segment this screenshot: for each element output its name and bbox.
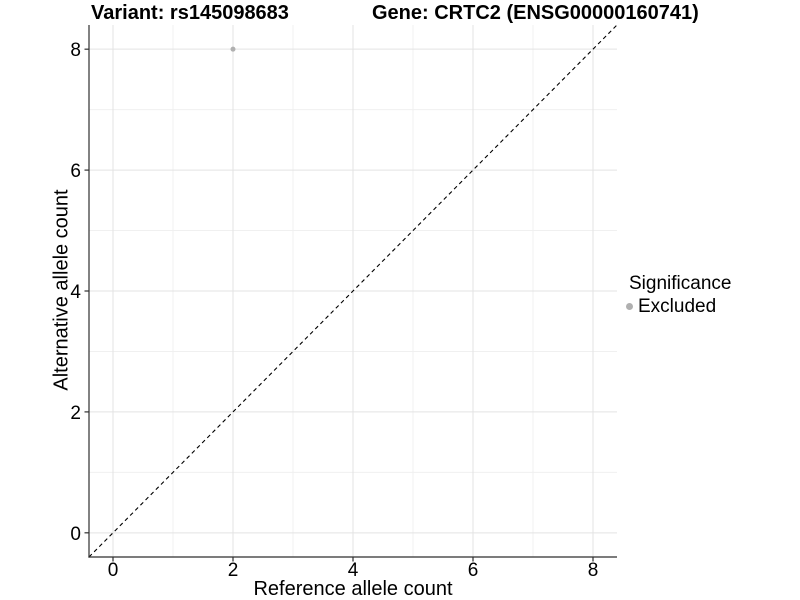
x-axis-title: Reference allele count xyxy=(253,578,453,600)
legend-key-dot xyxy=(626,303,633,310)
identity-line xyxy=(88,24,618,558)
x-tick-label: 2 xyxy=(228,560,239,581)
legend-item-excluded: Excluded xyxy=(626,296,731,317)
legend-title: Significance xyxy=(629,273,732,294)
y-axis-title: Alternative allele count xyxy=(50,189,73,391)
y-tick-label: 8 xyxy=(70,40,81,61)
data-point xyxy=(230,46,236,52)
plot-title-gene: Gene: CRTC2 (ENSG00000160741) xyxy=(372,2,699,24)
y-tick-label: 2 xyxy=(70,403,81,424)
y-tick-label: 4 xyxy=(70,282,81,303)
legend: Significance Excluded xyxy=(626,273,732,317)
y-tick-label: 0 xyxy=(70,524,81,545)
x-tick-label: 0 xyxy=(108,560,119,581)
plot-title-variant: Variant: rs145098683 xyxy=(91,2,289,24)
legend-item-label: Excluded xyxy=(638,296,717,317)
x-tick-label: 4 xyxy=(348,560,359,581)
y-tick-label: 6 xyxy=(70,161,81,182)
x-tick-label: 8 xyxy=(588,560,599,581)
x-tick-label: 6 xyxy=(468,560,479,581)
